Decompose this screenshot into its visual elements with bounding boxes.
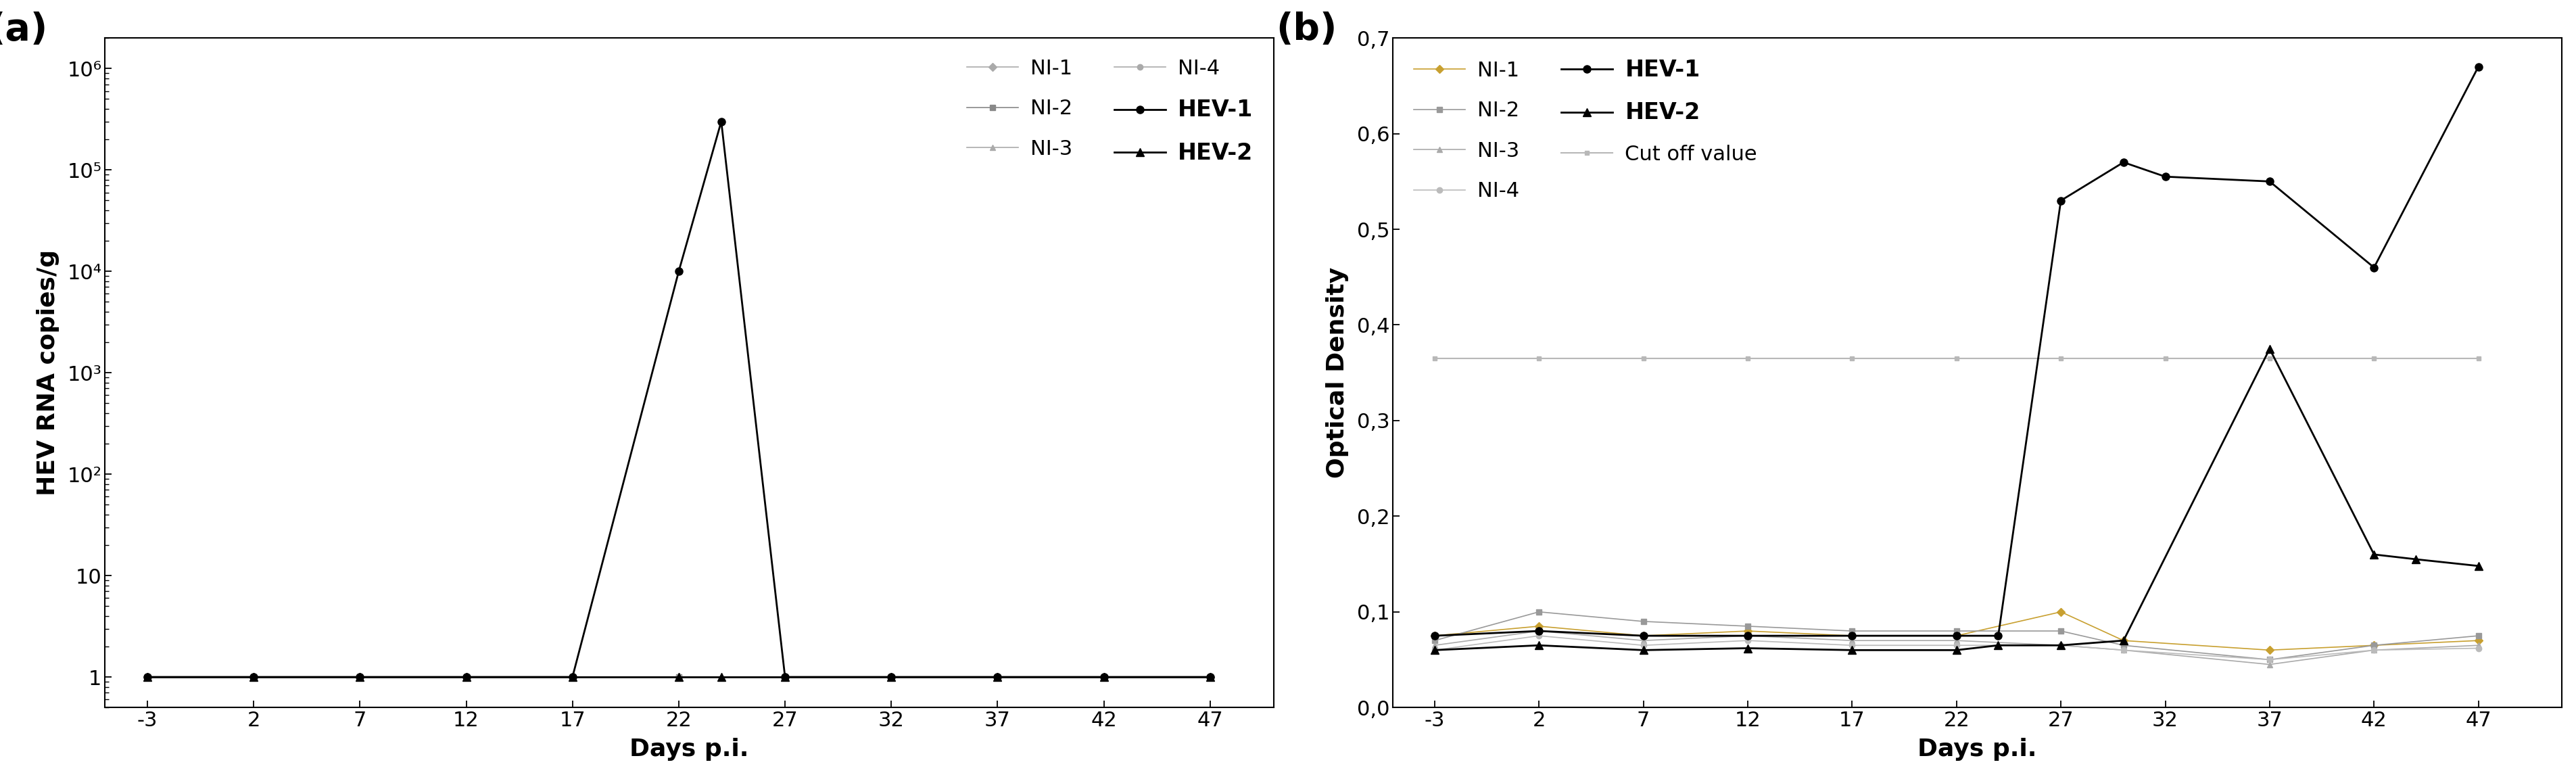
- X-axis label: Days p.i.: Days p.i.: [1917, 738, 2038, 761]
- Y-axis label: Optical Density: Optical Density: [1327, 267, 1350, 478]
- Legend: NI-1, NI-2, NI-3, NI-4, HEV-1, HEV-2, Cut off value: NI-1, NI-2, NI-3, NI-4, HEV-1, HEV-2, Cu…: [1404, 48, 1767, 212]
- Legend: NI-1, NI-2, NI-3, NI-4, HEV-1, HEV-2: NI-1, NI-2, NI-3, NI-4, HEV-1, HEV-2: [956, 48, 1265, 174]
- Y-axis label: HEV RNA copies/g: HEV RNA copies/g: [36, 250, 59, 496]
- Text: (a): (a): [0, 11, 46, 48]
- X-axis label: Days p.i.: Days p.i.: [629, 738, 750, 761]
- Text: (b): (b): [1275, 11, 1337, 48]
